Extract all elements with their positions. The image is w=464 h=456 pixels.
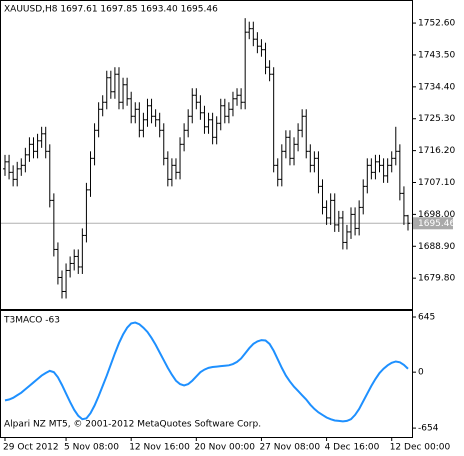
current-price-label: 1695.46 bbox=[418, 219, 455, 229]
y-tick-label: 1716.20 bbox=[418, 146, 455, 156]
y-tick-label: 1725.30 bbox=[418, 114, 455, 124]
x-tick-label: 12 Dec 00:00 bbox=[390, 443, 451, 453]
y-tick-label: 1679.80 bbox=[418, 274, 455, 284]
copyright: Alpari NZ MT5, © 2001-2012 MetaQuotes So… bbox=[4, 420, 261, 430]
y-tick-label: 1734.40 bbox=[418, 82, 455, 92]
y-tick-label: 1743.50 bbox=[418, 50, 455, 60]
x-tick-label: 27 Nov 08:00 bbox=[259, 443, 320, 453]
x-tick-label: 20 Nov 00:00 bbox=[194, 443, 255, 453]
current-price-box bbox=[413, 217, 453, 230]
x-tick-label: 12 Nov 16:00 bbox=[129, 443, 190, 453]
y-tick-label: 1707.10 bbox=[418, 178, 455, 188]
y-tick-label: 1698.00 bbox=[418, 210, 455, 220]
x-tick-label: 4 Dec 16:00 bbox=[325, 443, 380, 453]
x-tick-label: 5 Nov 08:00 bbox=[64, 443, 119, 453]
y-tick-label: 0 bbox=[418, 368, 424, 378]
indicator-pane bbox=[0, 310, 413, 438]
indicator-line bbox=[4, 321, 409, 423]
y-tick-label: 1688.90 bbox=[418, 242, 455, 252]
y-tick-label: -654 bbox=[418, 424, 439, 434]
main-pane bbox=[0, 0, 413, 310]
y-tick-label: 645 bbox=[418, 312, 435, 322]
chart-title: XAUUSD,H8 1697.61 1697.85 1693.40 1695.4… bbox=[4, 5, 218, 15]
indicator-title: T3MACO -63 bbox=[3, 316, 60, 326]
y-tick-label: 1752.60 bbox=[418, 19, 455, 29]
x-tick-label: 29 Oct 2012 bbox=[3, 443, 59, 453]
